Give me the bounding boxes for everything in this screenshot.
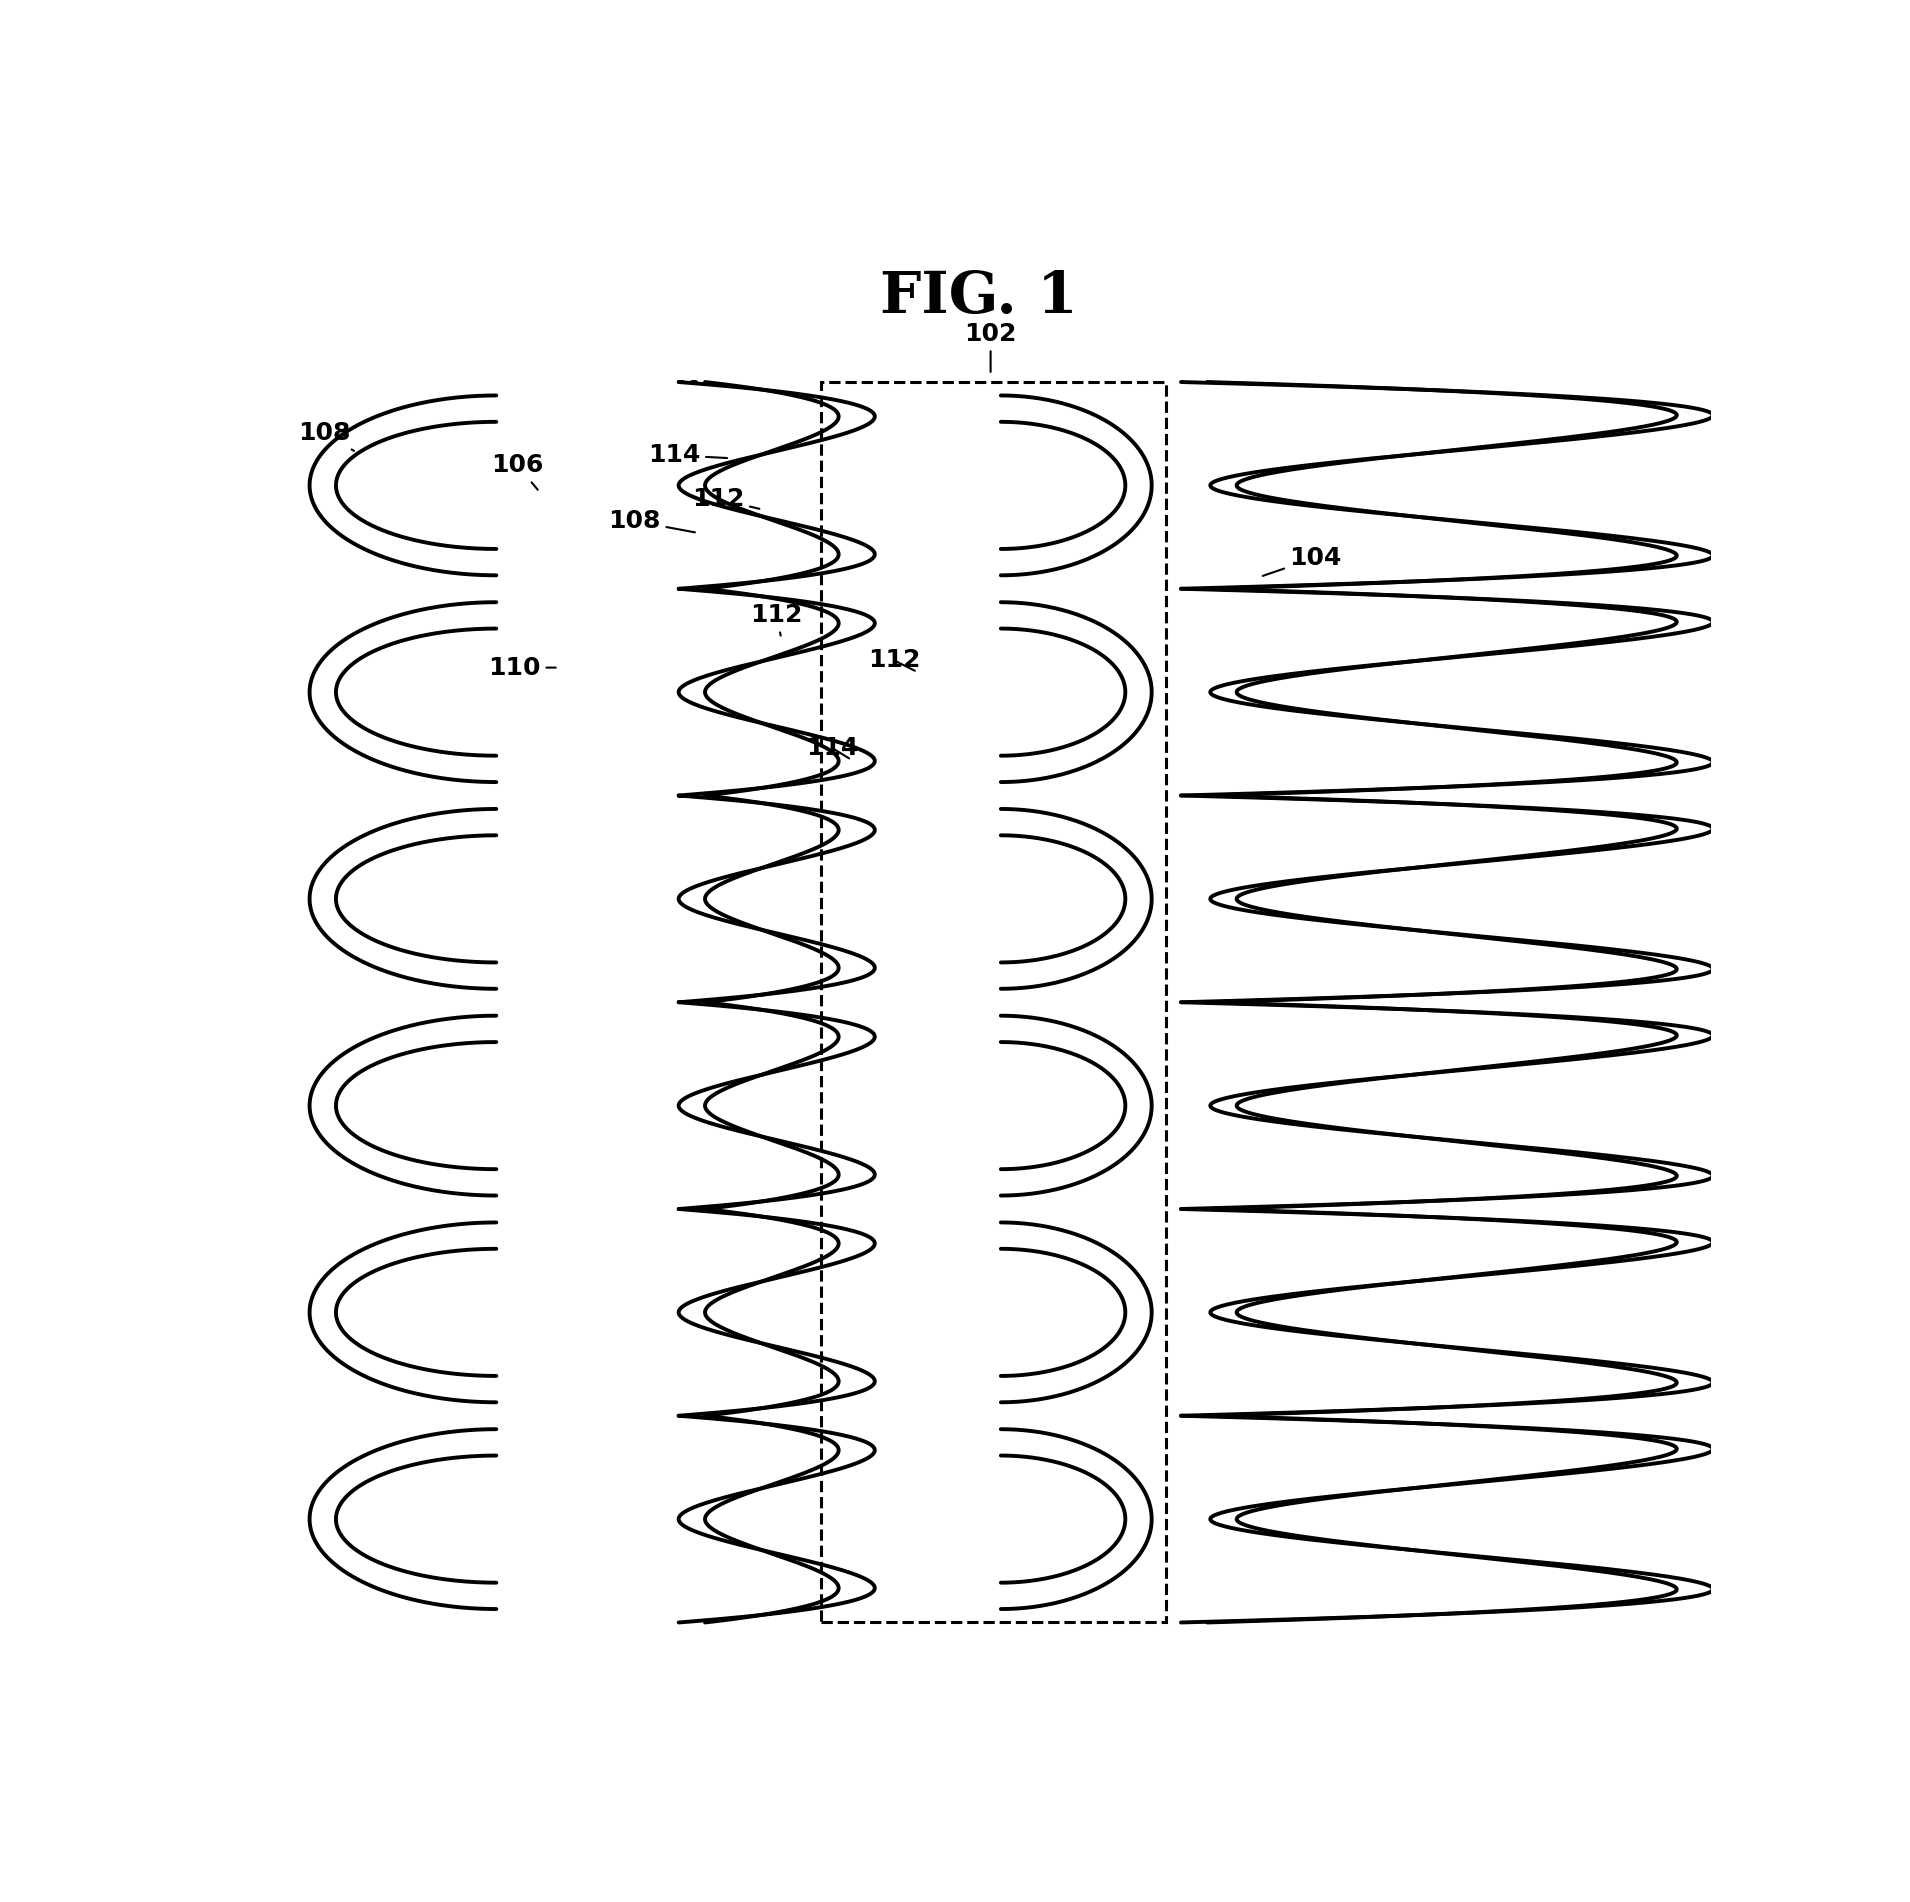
Text: 104: 104 bbox=[1263, 546, 1343, 576]
Text: 110: 110 bbox=[489, 656, 556, 679]
Text: 108: 108 bbox=[609, 510, 695, 533]
Text: 106: 106 bbox=[491, 453, 544, 489]
Text: 112: 112 bbox=[751, 603, 802, 635]
Text: 114: 114 bbox=[806, 736, 860, 761]
Text: 112: 112 bbox=[691, 487, 760, 512]
Text: FIG. 1: FIG. 1 bbox=[881, 270, 1077, 325]
Text: 108: 108 bbox=[298, 420, 353, 451]
Bar bbox=[821, 382, 1167, 1622]
Text: 112: 112 bbox=[867, 649, 921, 671]
Text: 114: 114 bbox=[647, 443, 728, 468]
Text: 102: 102 bbox=[965, 321, 1016, 373]
